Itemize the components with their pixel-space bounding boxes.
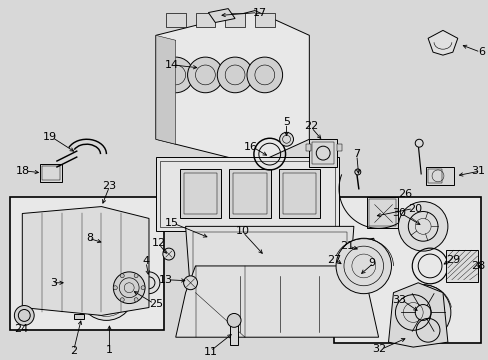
Bar xyxy=(74,314,83,319)
Circle shape xyxy=(335,238,391,294)
Polygon shape xyxy=(185,226,353,293)
Circle shape xyxy=(217,57,252,93)
Text: 33: 33 xyxy=(391,294,406,305)
Text: 21: 21 xyxy=(339,241,353,251)
Polygon shape xyxy=(387,283,447,347)
Text: 26: 26 xyxy=(398,189,412,199)
Circle shape xyxy=(113,286,117,290)
Polygon shape xyxy=(156,10,309,164)
Polygon shape xyxy=(156,35,175,144)
Bar xyxy=(366,197,398,228)
Circle shape xyxy=(158,57,193,93)
Bar xyxy=(195,13,215,27)
Text: 2: 2 xyxy=(70,346,77,356)
Text: 27: 27 xyxy=(326,255,340,265)
Text: 10: 10 xyxy=(236,226,249,236)
Circle shape xyxy=(138,272,160,294)
Text: 1: 1 xyxy=(106,345,113,355)
Circle shape xyxy=(65,278,75,288)
Text: 16: 16 xyxy=(244,142,257,152)
Circle shape xyxy=(183,276,197,290)
Circle shape xyxy=(79,265,134,320)
Polygon shape xyxy=(22,207,149,315)
Circle shape xyxy=(134,274,138,278)
Bar xyxy=(10,197,163,330)
Text: 24: 24 xyxy=(14,324,29,334)
Text: 9: 9 xyxy=(368,258,375,268)
Circle shape xyxy=(414,139,422,147)
Bar xyxy=(165,13,185,27)
Bar xyxy=(229,169,270,219)
Text: 3: 3 xyxy=(50,278,57,288)
Text: 22: 22 xyxy=(304,121,318,131)
Polygon shape xyxy=(350,238,378,258)
Text: 7: 7 xyxy=(352,149,360,159)
Text: 12: 12 xyxy=(151,238,165,248)
Text: 28: 28 xyxy=(470,261,485,271)
Text: 8: 8 xyxy=(86,233,93,243)
Text: 30: 30 xyxy=(391,208,406,219)
Text: 17: 17 xyxy=(252,8,266,18)
Bar xyxy=(40,164,62,182)
Text: 11: 11 xyxy=(203,347,217,357)
Text: 23: 23 xyxy=(102,181,116,191)
Text: 14: 14 xyxy=(164,60,178,70)
Text: 32: 32 xyxy=(372,344,386,354)
Bar xyxy=(306,144,311,151)
Text: 5: 5 xyxy=(283,117,289,127)
Bar xyxy=(254,13,274,27)
Bar xyxy=(427,169,441,183)
Bar xyxy=(312,142,333,164)
Text: 15: 15 xyxy=(164,219,178,228)
Text: 13: 13 xyxy=(159,275,172,285)
Circle shape xyxy=(395,285,450,340)
Text: 20: 20 xyxy=(407,203,422,213)
Circle shape xyxy=(120,274,124,278)
Bar xyxy=(233,173,266,215)
Bar xyxy=(156,157,338,231)
Bar xyxy=(160,161,334,228)
Bar xyxy=(445,250,477,282)
Polygon shape xyxy=(208,9,235,22)
Bar xyxy=(179,169,221,219)
Bar xyxy=(42,166,60,180)
Bar xyxy=(333,197,480,343)
Bar xyxy=(183,173,217,215)
Circle shape xyxy=(187,57,223,93)
Circle shape xyxy=(14,306,34,325)
Circle shape xyxy=(120,298,124,302)
Text: 31: 31 xyxy=(470,166,485,176)
Bar xyxy=(336,144,341,151)
Bar xyxy=(192,232,346,286)
Polygon shape xyxy=(427,30,457,55)
Circle shape xyxy=(113,272,145,303)
Text: 4: 4 xyxy=(142,256,149,266)
Text: 18: 18 xyxy=(16,166,30,176)
Circle shape xyxy=(354,169,360,175)
Text: 6: 6 xyxy=(478,47,485,57)
Bar xyxy=(425,167,453,185)
Circle shape xyxy=(279,132,293,146)
Text: 19: 19 xyxy=(43,132,57,142)
Circle shape xyxy=(227,314,241,327)
Circle shape xyxy=(134,298,138,302)
Bar xyxy=(230,323,238,345)
Text: 25: 25 xyxy=(149,298,163,309)
Bar xyxy=(309,139,336,167)
Circle shape xyxy=(163,248,174,260)
Circle shape xyxy=(398,202,447,251)
Bar xyxy=(278,169,320,219)
Circle shape xyxy=(246,57,282,93)
Text: 29: 29 xyxy=(445,255,459,265)
Bar xyxy=(282,173,316,215)
Bar xyxy=(225,13,244,27)
Circle shape xyxy=(141,286,145,290)
Bar xyxy=(368,199,396,226)
Polygon shape xyxy=(175,266,378,337)
